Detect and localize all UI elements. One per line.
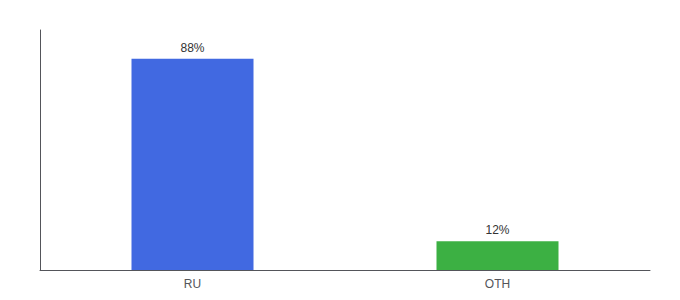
svg-text:RU: RU [184, 277, 201, 291]
svg-text:12%: 12% [485, 223, 509, 237]
svg-text:OTH: OTH [485, 277, 510, 291]
svg-text:88%: 88% [180, 41, 204, 55]
